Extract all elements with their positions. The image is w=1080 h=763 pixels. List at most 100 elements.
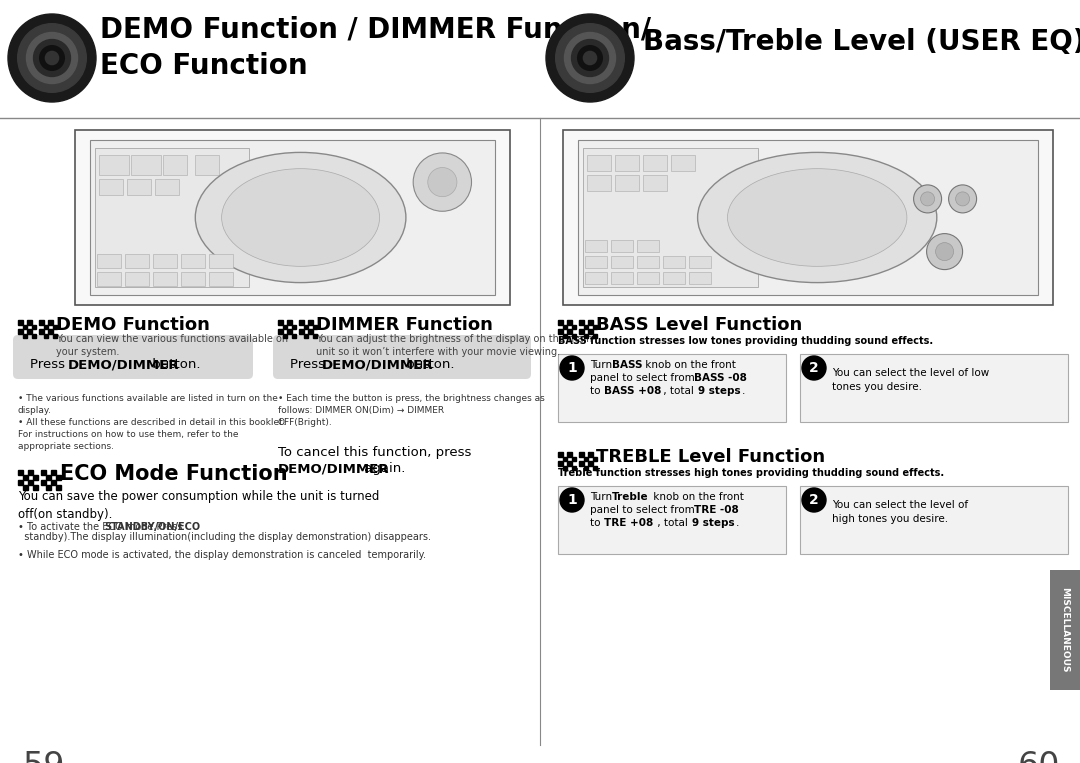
Bar bbox=[48, 329, 53, 333]
Text: button.: button. bbox=[402, 358, 455, 371]
Text: Bass/Treble Level (USER EQ) Function: Bass/Treble Level (USER EQ) Function bbox=[643, 28, 1080, 56]
Bar bbox=[299, 320, 303, 324]
Bar bbox=[567, 461, 571, 465]
Bar bbox=[563, 324, 567, 329]
Text: .: . bbox=[742, 386, 745, 396]
Circle shape bbox=[935, 243, 954, 261]
Bar bbox=[299, 329, 303, 333]
Bar bbox=[28, 480, 33, 485]
Bar bbox=[31, 333, 36, 338]
FancyBboxPatch shape bbox=[663, 272, 685, 284]
Circle shape bbox=[561, 488, 584, 512]
Circle shape bbox=[27, 33, 78, 83]
Bar bbox=[583, 324, 588, 329]
FancyBboxPatch shape bbox=[583, 148, 758, 287]
Bar bbox=[278, 329, 283, 333]
Text: panel to select from: panel to select from bbox=[590, 505, 698, 515]
FancyBboxPatch shape bbox=[663, 256, 685, 268]
Text: DEMO Function / DIMMER Function/: DEMO Function / DIMMER Function/ bbox=[100, 15, 651, 43]
Bar bbox=[56, 475, 60, 480]
Circle shape bbox=[914, 185, 942, 213]
Text: DEMO Function: DEMO Function bbox=[56, 316, 210, 334]
Circle shape bbox=[546, 14, 634, 102]
FancyBboxPatch shape bbox=[181, 254, 205, 268]
Bar bbox=[588, 452, 593, 456]
Bar bbox=[593, 456, 597, 461]
Bar bbox=[571, 324, 576, 329]
Bar bbox=[27, 329, 31, 333]
Bar bbox=[39, 320, 43, 324]
FancyBboxPatch shape bbox=[637, 240, 659, 252]
Text: You can view the various functions available on
your system.: You can view the various functions avail… bbox=[56, 334, 288, 357]
FancyBboxPatch shape bbox=[163, 155, 187, 175]
Circle shape bbox=[565, 33, 616, 83]
Bar bbox=[292, 324, 296, 329]
Circle shape bbox=[920, 192, 934, 206]
Bar bbox=[18, 320, 23, 324]
Bar bbox=[46, 475, 51, 480]
Circle shape bbox=[583, 51, 596, 65]
Text: • The various functions available are listed in turn on the
display.: • The various functions available are li… bbox=[18, 394, 278, 415]
Bar bbox=[571, 333, 576, 338]
FancyBboxPatch shape bbox=[153, 272, 177, 286]
Bar bbox=[33, 485, 38, 490]
Text: You can adjust the brightness of the display on the main
unit so it won’t interf: You can adjust the brightness of the dis… bbox=[316, 334, 593, 357]
Bar bbox=[593, 333, 597, 338]
FancyBboxPatch shape bbox=[210, 272, 233, 286]
Bar bbox=[53, 333, 57, 338]
Bar bbox=[28, 470, 33, 475]
Ellipse shape bbox=[698, 153, 936, 282]
Bar bbox=[567, 329, 571, 333]
Text: Treble function stresses high tones providing thudding sound effects.: Treble function stresses high tones prov… bbox=[558, 468, 944, 478]
Circle shape bbox=[17, 24, 86, 92]
Bar bbox=[39, 329, 43, 333]
Text: You can select the level of
high tones you desire.: You can select the level of high tones y… bbox=[832, 500, 968, 524]
Bar bbox=[23, 485, 28, 490]
Text: .: . bbox=[735, 518, 740, 528]
Bar bbox=[567, 452, 571, 456]
Circle shape bbox=[428, 168, 457, 197]
Text: DIMMER Function: DIMMER Function bbox=[316, 316, 492, 334]
Text: knob on the front: knob on the front bbox=[650, 492, 744, 502]
Text: • To activate the ECO mode,Press: • To activate the ECO mode,Press bbox=[18, 522, 186, 532]
Text: 2: 2 bbox=[809, 493, 819, 507]
FancyBboxPatch shape bbox=[125, 272, 149, 286]
Bar bbox=[33, 475, 38, 480]
Text: • Each time the button is press, the brightness changes as
follows: DIMMER ON(Di: • Each time the button is press, the bri… bbox=[278, 394, 544, 427]
FancyBboxPatch shape bbox=[585, 256, 607, 268]
FancyBboxPatch shape bbox=[99, 179, 123, 195]
Text: 1: 1 bbox=[567, 493, 577, 507]
Bar bbox=[571, 456, 576, 461]
Text: DEMO/DIMMER: DEMO/DIMMER bbox=[278, 462, 390, 475]
Bar bbox=[292, 333, 296, 338]
FancyBboxPatch shape bbox=[127, 179, 151, 195]
FancyBboxPatch shape bbox=[671, 155, 696, 171]
Bar bbox=[588, 320, 593, 324]
Bar bbox=[43, 333, 48, 338]
FancyBboxPatch shape bbox=[637, 256, 659, 268]
Bar bbox=[308, 329, 312, 333]
Bar bbox=[588, 461, 593, 465]
FancyBboxPatch shape bbox=[585, 240, 607, 252]
Bar bbox=[312, 333, 318, 338]
Text: panel to select from: panel to select from bbox=[590, 373, 698, 383]
FancyBboxPatch shape bbox=[131, 155, 161, 175]
Bar bbox=[46, 485, 51, 490]
FancyBboxPatch shape bbox=[181, 272, 205, 286]
Text: to: to bbox=[590, 518, 604, 528]
Text: MISCELLANEOUS: MISCELLANEOUS bbox=[1061, 588, 1069, 673]
Circle shape bbox=[802, 356, 826, 380]
Circle shape bbox=[40, 46, 65, 70]
FancyBboxPatch shape bbox=[153, 254, 177, 268]
FancyBboxPatch shape bbox=[643, 155, 667, 171]
FancyBboxPatch shape bbox=[643, 175, 667, 191]
Circle shape bbox=[33, 40, 70, 76]
Circle shape bbox=[414, 153, 472, 211]
Circle shape bbox=[556, 24, 624, 92]
Text: Turn: Turn bbox=[590, 492, 616, 502]
FancyBboxPatch shape bbox=[585, 272, 607, 284]
FancyBboxPatch shape bbox=[95, 148, 248, 287]
Bar bbox=[571, 465, 576, 470]
FancyBboxPatch shape bbox=[1050, 570, 1080, 690]
Text: 9 steps: 9 steps bbox=[698, 386, 741, 396]
